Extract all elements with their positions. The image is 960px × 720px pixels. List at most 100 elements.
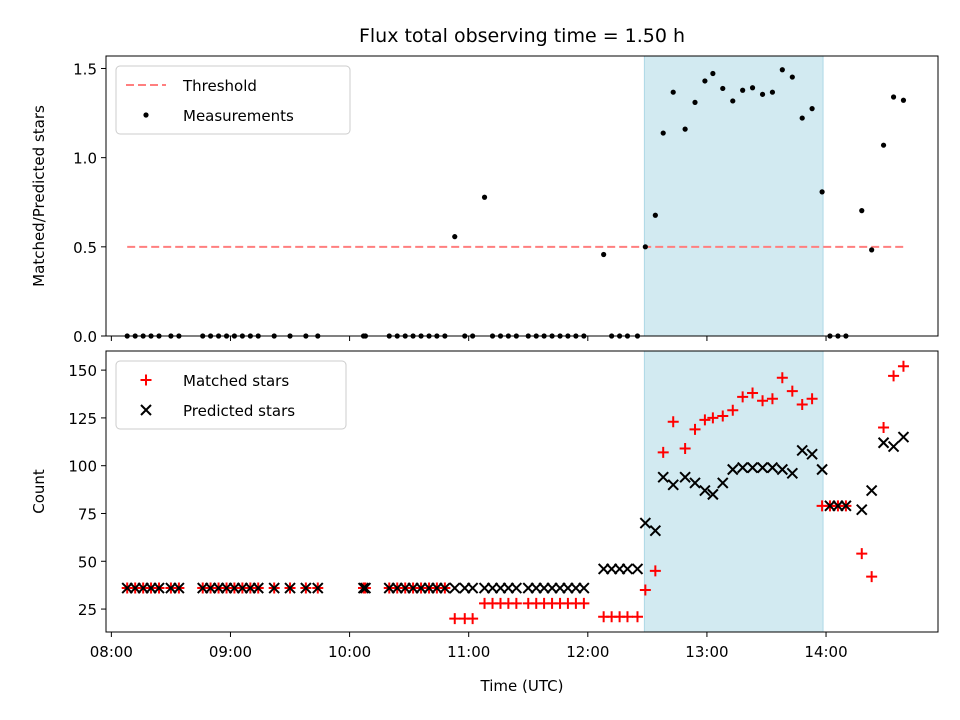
data-point [897,360,909,372]
data-point [877,437,890,449]
data-point [467,613,479,625]
legend-entry: Measurements [143,107,294,125]
data-point [699,414,711,426]
data-point [880,142,887,148]
y-axis-label: Matched/Predicted stars [30,105,48,287]
data-point [642,244,648,250]
data-point [740,87,746,93]
data-point [756,461,769,474]
legend-marker [140,374,152,386]
x-tick-label: 13:00 [685,643,728,661]
data-point [727,404,739,416]
data-point [578,597,590,609]
data-point [621,563,634,575]
x-tick-label: 12:00 [566,643,609,661]
legend-entry: Matched stars [140,372,289,390]
data-point [601,251,607,258]
data-point [667,479,679,491]
data-point [649,524,662,537]
data-point [284,582,296,594]
data-point [449,582,461,594]
data-point [252,582,264,594]
legend-box [115,360,347,430]
data-point [268,582,280,594]
chart-title: Flux total observing time = 1.50 h [359,25,685,47]
data-point [578,582,590,594]
data-point [717,410,729,422]
data-point [357,582,370,594]
legend-label: Measurements [183,107,294,125]
data-point [707,412,719,424]
axes-frame [105,350,939,633]
data-point [639,517,652,529]
data-point [621,611,633,623]
legend-box [115,65,351,135]
data-point [866,571,878,583]
data-point [679,442,691,454]
data-point [720,85,726,92]
data-point [702,78,708,84]
data-point [776,372,788,384]
data-point [510,582,523,594]
data-point [300,582,312,594]
data-point [757,395,769,407]
x-tick-label: 09:00 [209,643,252,661]
data-point [809,106,815,112]
y-tick-label: 125 [68,410,97,428]
y-tick-label: 150 [68,362,97,380]
data-point [865,484,878,497]
x-tick-label: 11:00 [447,643,490,661]
data-point [799,115,805,121]
data-point [692,99,698,105]
data-point [631,563,644,575]
data-point [639,584,651,596]
data-point [806,393,818,405]
data-point [796,399,808,411]
legend-marker [140,404,152,416]
observing-window-span [643,55,824,337]
y-tick-label: 0.5 [73,239,97,257]
data-point [631,611,643,623]
data-point [766,461,779,474]
y-axis-label: Count [30,469,48,514]
series-matched-stars [121,360,909,625]
data-point [786,467,799,480]
x-tick-label: 08:00 [90,643,133,661]
data-point [747,387,759,399]
data-point [173,582,185,594]
data-point [887,440,900,453]
data-point [707,488,719,501]
data-point [657,471,669,483]
data-point [730,98,736,104]
legend: Matched stars Predicted stars [115,360,347,430]
data-point [699,484,711,497]
data-point [682,126,688,132]
data-point [737,391,749,403]
data-point [736,461,749,474]
y-tick-label: 50 [78,553,97,571]
x-tick-label: 14:00 [804,643,847,661]
data-point [746,461,759,474]
data-point [776,463,789,476]
data-point [789,74,795,80]
data-point [660,130,666,136]
x-tick-label: 10:00 [328,643,371,661]
panel-counts: 25 50 75 100 125 150 08:00 09:00 10:00 11:00 12:00… [30,350,939,661]
data-point [796,444,808,457]
data-point [759,91,766,97]
observing-window-span [643,350,824,633]
legend-marker [143,112,149,118]
y-tick-label: 25 [78,601,97,619]
data-point [878,421,890,433]
data-point [153,582,165,594]
data-point [779,67,785,73]
legend-label: Threshold [182,77,257,95]
data-point [816,463,828,476]
data-point [727,463,739,476]
data-point [859,208,865,214]
data-point [649,565,661,577]
data-point [481,194,488,200]
data-point [769,89,776,95]
data-point [749,85,756,91]
